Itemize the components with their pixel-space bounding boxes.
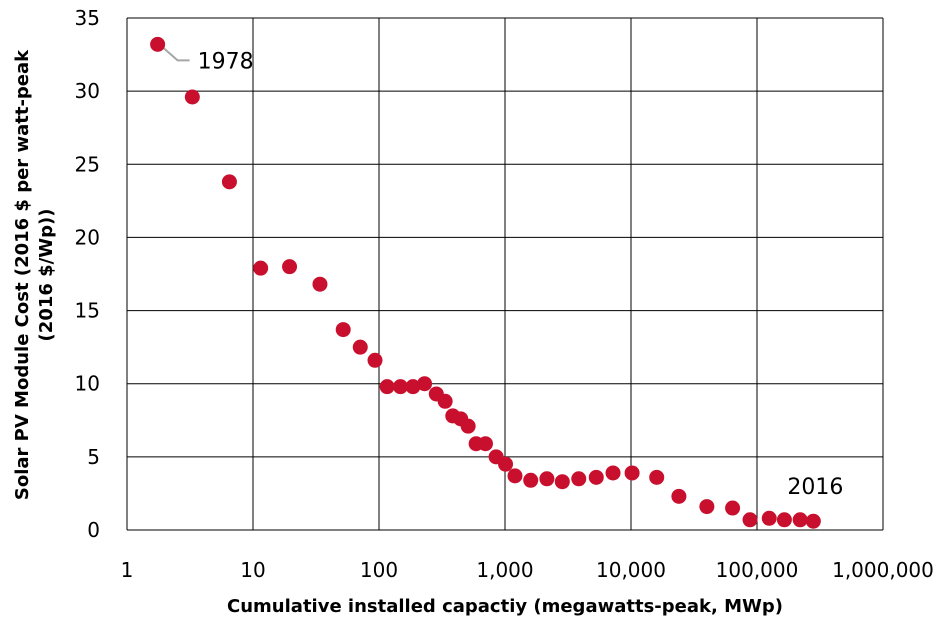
x-tick-label: 100,000 — [716, 558, 799, 582]
y-axis-title-line-1: Solar PV Module Cost (2016 $ per watt-pe… — [12, 49, 33, 500]
data-point-35 — [761, 510, 777, 526]
y-tick-label: 5 — [87, 445, 100, 469]
data-point-24 — [539, 471, 555, 487]
data-point-8 — [367, 352, 383, 368]
data-points — [150, 36, 821, 529]
y-axis-title: Solar PV Module Cost (2016 $ per watt-pe… — [12, 49, 57, 500]
y-tick-label: 0 — [87, 518, 100, 542]
annotation-2016: 2016 — [787, 475, 843, 500]
x-tick-label: 10 — [240, 558, 265, 582]
data-point-30 — [649, 469, 665, 485]
data-point-31 — [671, 488, 687, 504]
data-point-17 — [460, 418, 476, 434]
y-tick-label: 15 — [75, 299, 100, 323]
annotation-1978: 1978 — [198, 49, 254, 74]
x-axis-ticks: 1 10 100 1,000 10,000 100,000 1,000,000 — [121, 558, 934, 582]
data-point-26 — [571, 471, 587, 487]
data-point-23 — [523, 472, 539, 488]
data-point-38 — [805, 513, 821, 529]
data-point-14 — [437, 393, 453, 409]
x-axis-title: Cumulative installed capactiy (megawatts… — [227, 596, 783, 617]
data-point-19 — [477, 436, 493, 452]
gridlines — [126, 17, 884, 531]
data-point-37 — [792, 512, 808, 528]
x-tick-label: 1,000 — [476, 558, 533, 582]
data-point-34 — [742, 512, 758, 528]
data-point-1 — [184, 89, 200, 105]
data-point-33 — [725, 500, 741, 516]
data-point-28 — [605, 465, 621, 481]
data-point-2 — [221, 174, 237, 190]
y-axis-ticks: 0 5 10 15 20 25 30 35 — [75, 6, 100, 542]
annotation-leaders — [160, 45, 190, 62]
data-point-4 — [282, 259, 298, 275]
y-tick-label: 30 — [75, 79, 100, 103]
x-tick-label: 100 — [360, 558, 398, 582]
data-point-7 — [352, 339, 368, 355]
data-point-12 — [417, 376, 433, 392]
data-point-21 — [498, 456, 514, 472]
y-tick-label: 20 — [75, 225, 100, 249]
y-tick-label: 10 — [75, 372, 100, 396]
data-point-22 — [507, 468, 523, 484]
data-point-36 — [776, 512, 792, 528]
data-point-32 — [699, 499, 715, 515]
data-point-25 — [554, 474, 570, 490]
x-tick-label: 10,000 — [596, 558, 666, 582]
data-point-10 — [392, 379, 408, 395]
data-point-11 — [405, 379, 421, 395]
y-tick-label: 25 — [75, 152, 100, 176]
y-axis-title-line-2: (2016 $/Wp)) — [36, 209, 57, 342]
annotation-1978-leader — [160, 45, 190, 62]
data-point-27 — [588, 469, 604, 485]
data-point-6 — [335, 322, 351, 338]
data-point-29 — [624, 465, 640, 481]
data-point-5 — [312, 276, 328, 292]
data-point-3 — [253, 260, 269, 276]
data-point-0 — [150, 36, 166, 52]
x-tick-label: 1,000,000 — [832, 558, 934, 582]
x-tick-label: 1 — [121, 558, 134, 582]
y-tick-label: 35 — [75, 6, 100, 30]
data-point-9 — [379, 379, 395, 395]
annotations: 1978 2016 — [198, 49, 844, 500]
